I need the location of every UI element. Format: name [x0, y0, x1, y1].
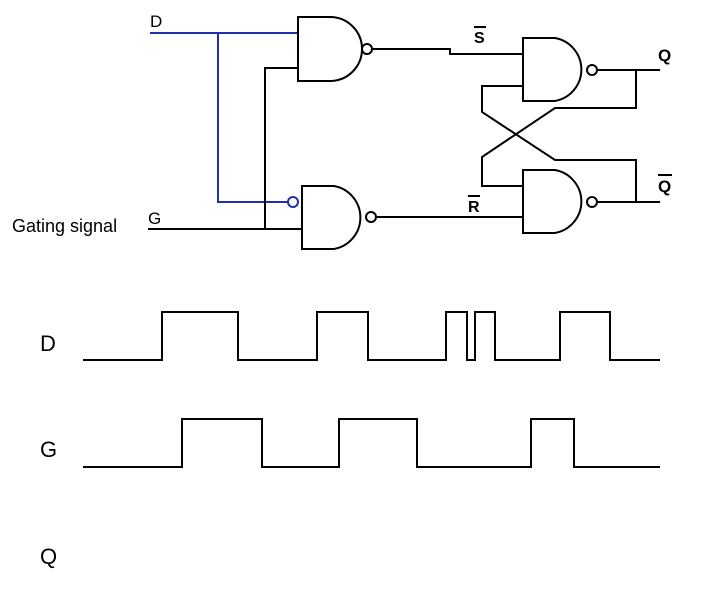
g-input-label: G — [148, 209, 161, 228]
q-feedback-wire — [481, 70, 637, 187]
lower-gate-output-bubble — [365, 211, 377, 223]
upper-latch-nand-gate — [522, 37, 583, 102]
d-branch-wire — [217, 33, 288, 203]
s-bar-label: S — [474, 30, 485, 47]
g-waveform-label: G — [40, 437, 57, 462]
q-bar-output-label: Q — [658, 177, 671, 196]
g-waveform — [83, 418, 660, 468]
d-waveform-label: D — [40, 331, 56, 356]
circuit: D G Gating signal S R Q Q — [12, 12, 672, 250]
d-input-label: D — [150, 12, 162, 31]
q-bar-feedback-wire — [481, 85, 637, 202]
g-branch-wire — [264, 67, 298, 229]
upper-gate-output-bubble — [361, 43, 373, 55]
q-waveform-label: Q — [40, 544, 57, 569]
timing-diagram: D G Q — [40, 311, 660, 569]
upper-input-nand-gate — [297, 16, 363, 82]
s-bar-wire — [372, 48, 523, 55]
inverting-input-bubble — [287, 196, 299, 208]
lower-latch-nand-gate — [522, 169, 583, 234]
lower-input-nand-gate — [301, 185, 362, 250]
d-waveform — [83, 311, 660, 361]
upper-latch-output-bubble — [586, 64, 598, 76]
lower-latch-output-bubble — [586, 196, 598, 208]
gating-signal-label: Gating signal — [12, 216, 117, 236]
r-bar-label: R — [468, 199, 480, 216]
q-output-label: Q — [658, 46, 671, 65]
